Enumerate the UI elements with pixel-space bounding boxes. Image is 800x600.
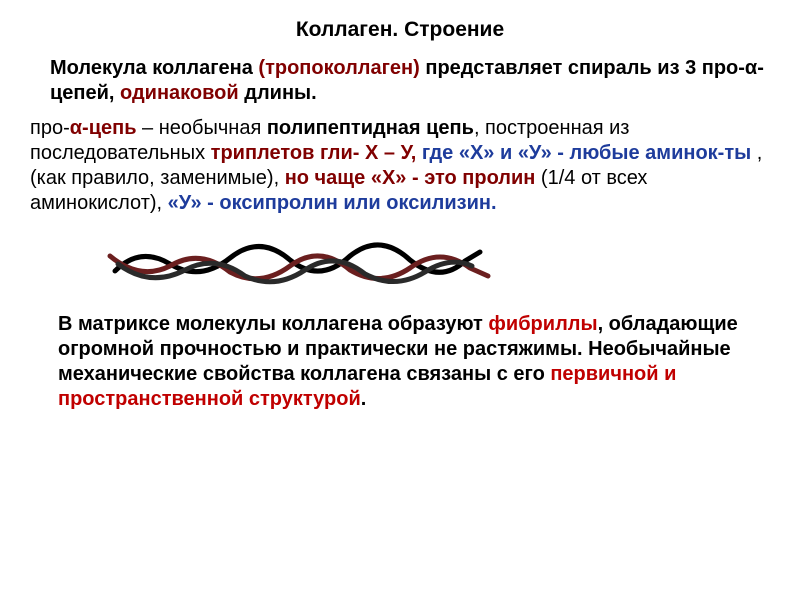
paragraph-1: Молекула коллагена (тропоколлаген) предс… bbox=[30, 56, 770, 106]
p1-highlight-same: одинаковой bbox=[120, 82, 239, 104]
p2-alpha-chain: α-цепь bbox=[70, 117, 137, 139]
p2-triplets-a: триплетов гли- Х – У, bbox=[211, 142, 422, 164]
p3-text-5: . bbox=[361, 388, 367, 410]
p2-proline: но чаще «Х» - это пролин bbox=[285, 167, 536, 189]
paragraph-3: В матриксе молекулы коллагена образуют ф… bbox=[30, 312, 770, 412]
p2-oxyproline: «У» - оксипролин или оксилизин. bbox=[168, 192, 497, 214]
p2-lead: про- bbox=[30, 117, 70, 139]
p2-polypeptide: полипептидная цепь bbox=[267, 117, 474, 139]
p2-xy-amino: где «Х» и «У» - любые аминок-ты bbox=[422, 142, 751, 164]
p3-fibrils: фибриллы bbox=[488, 313, 597, 335]
slide: Коллаген. Строение Молекула коллагена (т… bbox=[0, 0, 800, 412]
p1-text-5: длины. bbox=[239, 82, 317, 104]
paragraph-2: про-α-цепь – необычная полипептидная цеп… bbox=[30, 116, 770, 216]
helix-svg bbox=[100, 226, 500, 296]
p1-highlight-tropocollagen: (тропоколлаген) bbox=[258, 57, 419, 79]
slide-title: Коллаген. Строение bbox=[30, 18, 770, 42]
p3-text-1: В матриксе молекулы коллагена образуют bbox=[58, 313, 488, 335]
p1-text-1: Молекула коллагена bbox=[50, 57, 258, 79]
triple-helix-diagram bbox=[30, 226, 770, 296]
p2-text-2: – необычная bbox=[137, 117, 267, 139]
